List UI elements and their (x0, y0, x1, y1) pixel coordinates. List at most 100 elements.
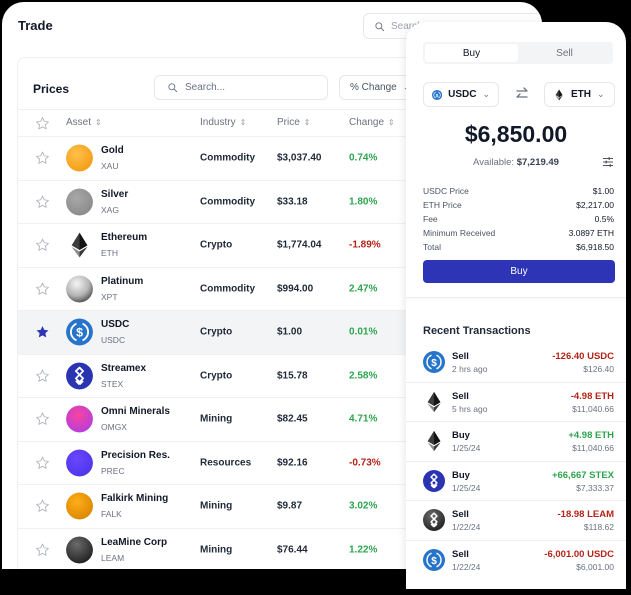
to-asset-select[interactable]: ETH ⌄ (544, 82, 615, 107)
ethereum-icon (66, 232, 93, 259)
usdc-icon (66, 319, 93, 346)
list-item[interactable]: Sell 5 hrs ago -4.98 ETH $11,040.66 (406, 383, 626, 422)
asset-name: Streamex (101, 362, 147, 374)
trade-panel: Buy Sell USDC ⌄ ETH ⌄ $6,850.00 Availabl… (406, 22, 626, 589)
table-row[interactable]: Precision Res. PREC Resources $92.16 -0.… (18, 442, 542, 485)
star-outline-icon[interactable] (35, 455, 50, 470)
detail-value: 0.5% (594, 214, 614, 225)
asset-name: Falkirk Mining (101, 493, 169, 504)
settings-sliders-icon[interactable] (602, 156, 614, 168)
asset-change: 0.74% (349, 152, 378, 164)
asset-name: Platinum (101, 275, 144, 287)
falkirk-mining-icon (66, 492, 93, 520)
tx-type: Sell (452, 548, 469, 560)
asset-change: 4.71% (349, 413, 378, 425)
search-icon (374, 21, 385, 32)
swap-icon[interactable] (515, 86, 529, 102)
buy-button[interactable]: Buy (423, 260, 615, 283)
list-item[interactable]: Sell 1/22/24 -6,001.00 USDC $6,001.00 (406, 541, 626, 581)
asset-symbol: OMGX (101, 422, 127, 432)
asset-change: 0.01% (349, 326, 378, 338)
tx-time: 1/25/24 (452, 443, 481, 453)
global-search-placeholder: Search (391, 20, 423, 32)
column-price[interactable]: Price ⇕ (277, 117, 311, 128)
tx-time: 1/22/24 (452, 561, 481, 572)
star-outline-icon[interactable] (35, 238, 50, 253)
tx-type: Buy (452, 430, 470, 441)
asset-name: LeaMine Corp (101, 536, 168, 548)
column-change[interactable]: Change ⇕ (349, 117, 395, 128)
tx-amount: +66,667 STEX (551, 469, 614, 481)
trade-amount[interactable]: $6,850.00 (464, 121, 568, 147)
asset-price: $9.87 (277, 500, 303, 512)
star-outline-icon[interactable] (35, 542, 50, 557)
list-item[interactable]: Buy 1/25/24 +4.98 ETH $11,040.66 (406, 422, 626, 462)
tab-sell[interactable]: Sell (556, 47, 573, 59)
list-item[interactable]: Sell 1/22/24 -18.98 LEAM $118.62 (406, 501, 626, 541)
usdc-icon (432, 88, 442, 102)
available-value: $7,219.49 (516, 157, 559, 168)
asset-symbol: XAG (101, 204, 119, 215)
star-outline-icon[interactable] (35, 499, 50, 514)
ethereum-icon (423, 391, 445, 413)
star-outline-icon[interactable] (35, 116, 50, 131)
to-asset-label: ETH (571, 89, 591, 100)
tx-time: 1/25/24 (452, 482, 481, 493)
window-title: Trade (18, 18, 53, 33)
table-row[interactable]: Silver XAG Commodity $33.18 1.80% (18, 181, 542, 224)
column-industry[interactable]: Industry ⇕ (200, 117, 246, 128)
sort-icon: ⇕ (95, 117, 102, 127)
asset-symbol: XAU (101, 161, 119, 171)
streamex-icon (423, 470, 445, 492)
asset-price: $92.16 (277, 457, 308, 469)
tx-usd-value: $6,001.00 (576, 561, 614, 572)
asset-industry: Crypto (200, 326, 233, 338)
asset-symbol: LEAM (101, 552, 125, 563)
tx-usd-value: $11,040.66 (572, 443, 614, 453)
column-asset[interactable]: Asset ⇕ (66, 117, 102, 128)
star-outline-icon[interactable] (35, 194, 50, 209)
column-asset-label: Asset (66, 117, 92, 128)
table-row[interactable]: Omni Minerals OMGX Mining $82.45 4.71% (18, 398, 542, 442)
omni-minerals-icon (66, 405, 93, 433)
silver-coin-icon (66, 188, 93, 216)
star-outline-icon[interactable] (35, 412, 50, 427)
asset-price: $994.00 (277, 283, 314, 295)
tx-amount: -4.98 ETH (570, 390, 614, 402)
table-row[interactable]: Falkirk Mining FALK Mining $9.87 3.02% (18, 485, 542, 529)
table-row[interactable]: Ethereum ETH Crypto $1,774.04 -1.89% (18, 224, 542, 268)
sort-icon: ⇕ (303, 117, 311, 127)
from-asset-select[interactable]: USDC ⌄ (423, 82, 499, 107)
chevron-down-icon: ⌄ (597, 89, 605, 99)
star-filled-icon[interactable] (35, 325, 50, 340)
asset-price: $76.44 (277, 544, 308, 556)
asset-symbol: USDC (101, 335, 126, 345)
asset-industry: Commodity (200, 152, 255, 164)
star-outline-icon[interactable] (35, 368, 50, 383)
star-outline-icon[interactable] (35, 151, 50, 166)
sort-icon: ⇕ (388, 117, 395, 127)
streamex-icon (66, 362, 93, 389)
prices-title: Prices (33, 82, 70, 96)
star-outline-icon[interactable] (35, 281, 50, 296)
table-row[interactable]: Gold XAU Commodity $3,037.40 0.74% (18, 137, 542, 181)
detail-value: $1.00 (592, 186, 614, 196)
table-header: Asset ⇕ Industry ⇕ Price ⇕ Change ⇕ (18, 109, 542, 137)
asset-price: $1,774.04 (277, 239, 322, 251)
asset-symbol: XPT (101, 291, 118, 302)
tx-time: 1/22/24 (452, 522, 481, 532)
list-item[interactable]: Sell 2 hrs ago -126.40 USDC $126.40 (406, 343, 626, 383)
tab-buy[interactable]: Buy (425, 44, 518, 62)
table-row[interactable]: LeaMine Corp LEAM Mining $76.44 1.22% (18, 529, 542, 570)
ethereum-icon (423, 430, 445, 452)
asset-industry: Mining (200, 413, 233, 425)
tx-time: 2 hrs ago (452, 364, 488, 374)
asset-name: Ethereum (101, 232, 148, 243)
chevron-down-icon: ⌄ (482, 89, 490, 99)
table-row[interactable]: Streamex STEX Crypto $15.78 2.58% (18, 355, 542, 398)
asset-change: -1.89% (349, 239, 381, 251)
table-row[interactable]: Platinum XPT Commodity $994.00 2.47% (18, 268, 542, 311)
detail-row: USDC Price $1.00 (423, 186, 614, 200)
list-item[interactable]: Buy 1/25/24 +66,667 STEX $7,333.37 (406, 462, 626, 501)
prices-search-input[interactable]: Search... (154, 75, 328, 100)
